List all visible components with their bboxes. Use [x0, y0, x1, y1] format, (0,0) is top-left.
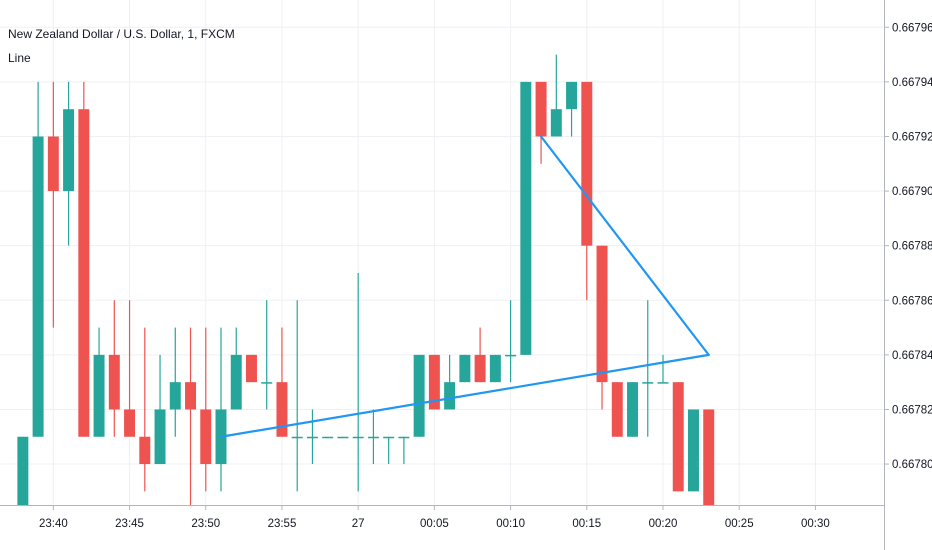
x-tick-label: 23:55	[268, 518, 297, 530]
candle-down[interactable]	[200, 409, 212, 465]
candle-up[interactable]	[154, 409, 166, 465]
candle-up[interactable]	[398, 436, 410, 439]
symbol-title[interactable]: New Zealand Dollar / U.S. Dollar, 1, FXC…	[8, 27, 235, 41]
candle-down[interactable]	[535, 81, 547, 137]
x-tick-label: 00:20	[649, 518, 678, 530]
candle-up[interactable]	[32, 136, 44, 437]
candle-up[interactable]	[687, 409, 699, 492]
candle-up[interactable]	[642, 382, 654, 384]
y-tick-label: 0.66792	[892, 131, 932, 143]
candle-down[interactable]	[581, 81, 593, 246]
y-tick-label: 0.66790	[892, 186, 932, 198]
candle-up[interactable]	[520, 81, 532, 355]
candle-down[interactable]	[611, 382, 623, 437]
candle-down[interactable]	[672, 382, 684, 492]
y-tick-label: 0.66784	[892, 350, 932, 362]
candle-down[interactable]	[276, 382, 288, 437]
candle-up[interactable]	[337, 436, 349, 439]
candle-down[interactable]	[474, 354, 486, 383]
candle-up[interactable]	[444, 382, 456, 410]
candle-up[interactable]	[505, 354, 517, 357]
y-tick-label: 0.66794	[892, 77, 932, 89]
candle-up[interactable]	[367, 436, 379, 439]
x-tick-label: 00:25	[725, 518, 754, 530]
x-tick-label: 23:50	[191, 518, 220, 530]
candle-down[interactable]	[245, 354, 257, 383]
x-tick-label: 23:40	[39, 518, 68, 530]
candle-down[interactable]	[703, 409, 715, 519]
candle-up[interactable]	[169, 382, 181, 410]
candle-down[interactable]	[185, 382, 197, 410]
candle-down[interactable]	[108, 354, 120, 410]
candle-up[interactable]	[63, 109, 75, 192]
trend-line[interactable]	[219, 353, 710, 438]
x-tick-label: 00:05	[420, 518, 449, 530]
candle-up[interactable]	[322, 436, 334, 439]
trend-line[interactable]	[539, 135, 710, 356]
candle-up[interactable]	[459, 354, 471, 383]
candle-up[interactable]	[489, 354, 501, 383]
candle-down[interactable]	[124, 409, 136, 437]
x-tick-label: 00:30	[801, 518, 830, 530]
candle-down[interactable]	[428, 354, 440, 410]
candle-up[interactable]	[261, 382, 273, 384]
y-tick-label: 0.66796	[892, 22, 932, 34]
candle-down[interactable]	[78, 109, 90, 437]
candles	[17, 54, 715, 519]
candle-up[interactable]	[550, 109, 562, 137]
indicator-label[interactable]: Line	[8, 51, 31, 65]
candle-down[interactable]	[596, 245, 608, 383]
candle-up[interactable]	[306, 436, 318, 439]
candle-up[interactable]	[413, 354, 425, 437]
candle-up[interactable]	[566, 81, 578, 110]
candle-up[interactable]	[93, 354, 105, 437]
price-scale[interactable]	[884, 0, 932, 550]
candle-up[interactable]	[291, 436, 303, 439]
x-tick-label: 23:45	[115, 518, 144, 530]
y-tick-label: 0.66782	[892, 404, 932, 416]
candle-up[interactable]	[17, 436, 29, 519]
candle-down[interactable]	[47, 136, 59, 192]
x-tick-label: 00:10	[496, 518, 525, 530]
candle-up[interactable]	[230, 354, 242, 410]
y-tick-label: 0.66786	[892, 295, 932, 307]
y-tick-label: 0.66780	[892, 459, 932, 471]
trend-lines	[219, 135, 710, 438]
candle-up[interactable]	[657, 382, 669, 384]
time-scale[interactable]	[0, 505, 884, 550]
candle-up[interactable]	[352, 436, 364, 439]
x-tick-label: 27	[352, 518, 365, 530]
x-tick-label: 00:15	[572, 518, 601, 530]
candle-up[interactable]	[383, 436, 395, 439]
candle-down[interactable]	[139, 436, 151, 465]
y-tick-label: 0.66788	[892, 241, 932, 253]
chart-legend: New Zealand Dollar / U.S. Dollar, 1, FXC…	[8, 22, 235, 70]
candle-up[interactable]	[627, 382, 639, 437]
